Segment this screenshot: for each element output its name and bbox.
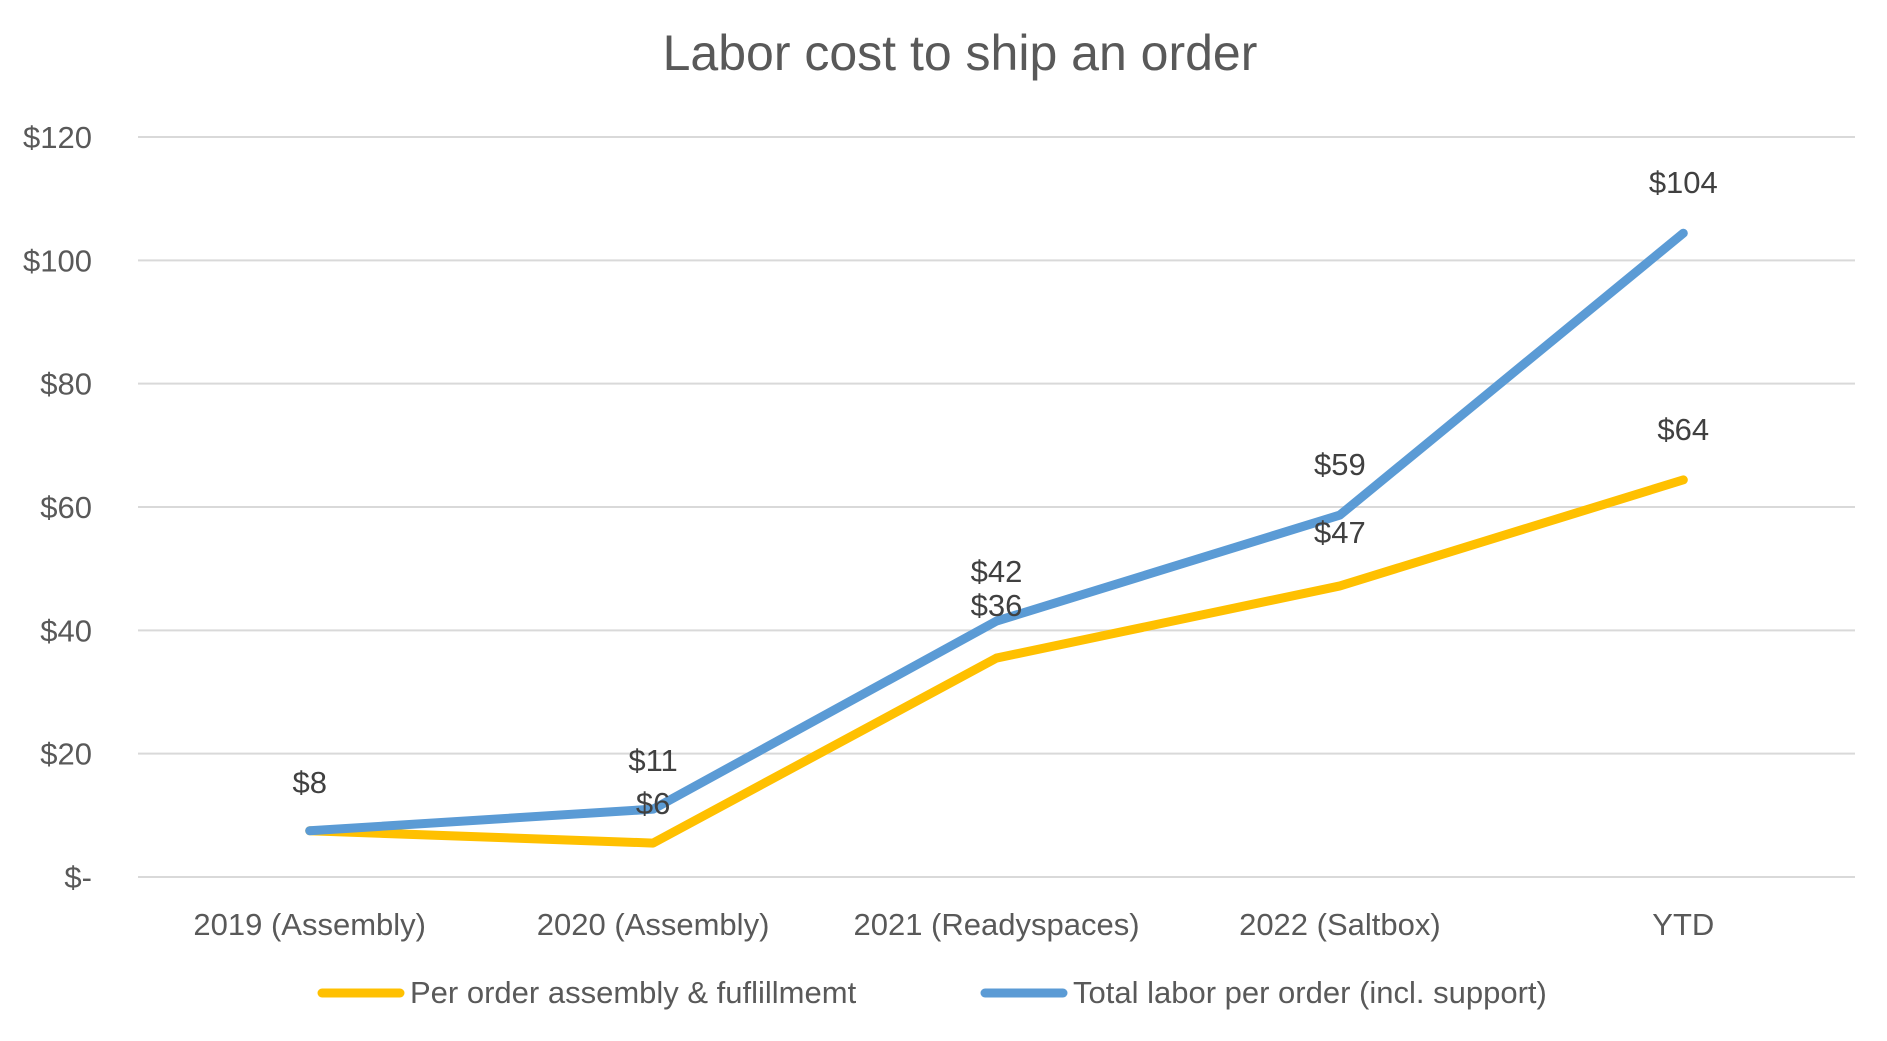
y-axis-ticks: $- $20 $40 $60 $80 $100 $120	[23, 120, 92, 895]
y-tick-label: $120	[23, 120, 92, 155]
y-tick-label: $80	[40, 367, 92, 402]
data-label: $47	[1314, 515, 1366, 550]
legend-label: Per order assembly & fuflillmemt	[410, 975, 857, 1010]
x-tick-label: 2022 (Saltbox)	[1239, 907, 1441, 942]
y-tick-label: $100	[23, 243, 92, 278]
series-line-1	[305, 475, 1688, 848]
y-tick-label: $60	[40, 490, 92, 525]
data-label: $8	[292, 765, 326, 800]
x-tick-label: YTD	[1652, 907, 1714, 942]
data-label: $64	[1657, 412, 1709, 447]
data-label: $42	[971, 554, 1023, 589]
y-tick-label: $-	[64, 860, 92, 895]
series-lines	[305, 228, 1688, 848]
y-tick-label: $40	[40, 613, 92, 648]
chart-title: Labor cost to ship an order	[663, 25, 1258, 81]
data-label: $36	[971, 588, 1023, 623]
y-tick-label: $20	[40, 737, 92, 772]
legend: Per order assembly & fuflillmemt Total la…	[317, 975, 1547, 1010]
data-labels: $8 $6 $36 $47 $64 $11 $42 $59 $104	[292, 165, 1717, 821]
data-label: $6	[636, 786, 670, 821]
x-axis-ticks: 2019 (Assembly) 2020 (Assembly) 2021 (Read…	[193, 907, 1714, 942]
x-tick-label: 2019 (Assembly)	[193, 907, 426, 942]
gridlines	[138, 136, 1855, 878]
data-label: $104	[1649, 165, 1718, 200]
x-tick-label: 2021 (Readyspaces)	[853, 907, 1139, 942]
data-label: $11	[628, 743, 677, 778]
data-label: $59	[1314, 447, 1366, 482]
legend-label: Total labor per order (incl. support)	[1073, 975, 1547, 1010]
x-tick-label: 2020 (Assembly)	[537, 907, 770, 942]
series-line-2	[305, 228, 1688, 836]
